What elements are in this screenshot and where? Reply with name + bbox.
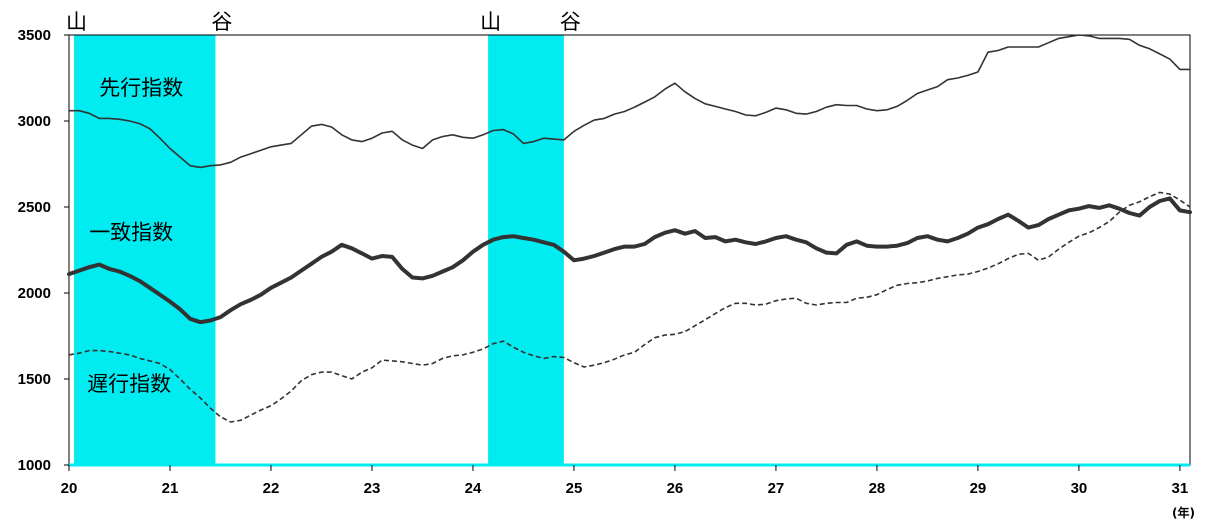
trough-label-1: 谷 bbox=[211, 10, 232, 34]
x-tick-label: 22 bbox=[263, 480, 280, 497]
x-tick-label: 27 bbox=[768, 480, 785, 497]
series-line-1 bbox=[68, 34, 1191, 169]
y-tick-label: 2000 bbox=[18, 285, 51, 302]
plot-frame bbox=[68, 34, 1191, 466]
series-line-2 bbox=[67, 196, 1192, 325]
x-tick-label: 23 bbox=[364, 480, 381, 497]
y-axis-ticks: 1000 1500 2000 2500 3000 3500 bbox=[18, 27, 69, 474]
x-tick-label: 25 bbox=[566, 480, 583, 497]
trough-label-2: 谷 bbox=[560, 10, 581, 34]
series-line-3 bbox=[68, 191, 1191, 423]
y-tick-label: 2500 bbox=[18, 199, 51, 216]
series-label-1: 先行指数 bbox=[99, 76, 183, 100]
business-cycle-labels: 山谷山谷 bbox=[66, 10, 581, 34]
peak-label-1: 山 bbox=[66, 10, 87, 34]
series-label-3: 遅行指数 bbox=[87, 372, 171, 396]
x-tick-label: 28 bbox=[869, 480, 886, 497]
x-tick-label: 31 bbox=[1172, 480, 1189, 497]
y-tick-label: 1000 bbox=[18, 457, 51, 474]
x-tick-label: 21 bbox=[162, 480, 179, 497]
y-tick-label: 3000 bbox=[18, 113, 51, 130]
x-axis-ticks: 20 21 22 23 24 25 26 27 28 29 30 31 bbox=[61, 465, 1189, 497]
recession-shading bbox=[74, 35, 564, 465]
x-tick-label: 30 bbox=[1071, 480, 1088, 497]
peak-label-2: 山 bbox=[480, 10, 501, 34]
y-tick-label: 1500 bbox=[18, 371, 51, 388]
x-tick-label: 20 bbox=[61, 480, 78, 497]
x-axis-unit: (年) bbox=[1172, 505, 1195, 520]
x-tick-label: 29 bbox=[970, 480, 987, 497]
x-tick-label: 26 bbox=[667, 480, 684, 497]
series-label-2: 一致指数 bbox=[89, 221, 173, 245]
recession-band-1 bbox=[74, 35, 216, 465]
series-lines bbox=[67, 34, 1192, 423]
x-tick-label: 24 bbox=[465, 480, 482, 497]
axes bbox=[68, 34, 1191, 467]
recession-band-2 bbox=[488, 35, 564, 465]
y-tick-label: 3500 bbox=[18, 27, 51, 44]
